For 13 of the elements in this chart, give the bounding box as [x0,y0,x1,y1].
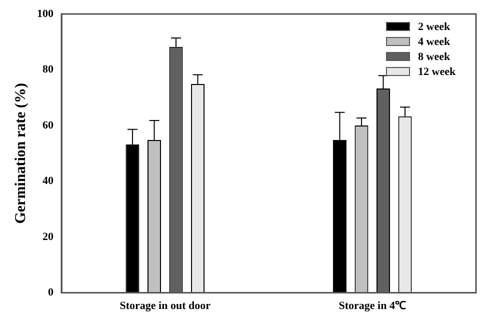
x-tick-label: Storage in 4℃ [338,300,406,312]
legend-label: 8 week [418,50,451,63]
y-tick-label: 40 [42,175,54,188]
legend-label: 4 week [418,36,451,48]
y-tick-label: 20 [42,230,54,243]
y-tick-label: 60 [42,119,54,132]
y-tick-label: 80 [42,64,54,76]
legend-label: 2 week [418,20,451,33]
y-axis-title: Germination rate (%) [12,83,29,224]
legend-label: 12 week [418,66,456,78]
y-tick-label: 100 [37,8,54,20]
y-tick-label: 0 [48,286,54,299]
x-tick-label: Storage in out door [120,300,211,312]
